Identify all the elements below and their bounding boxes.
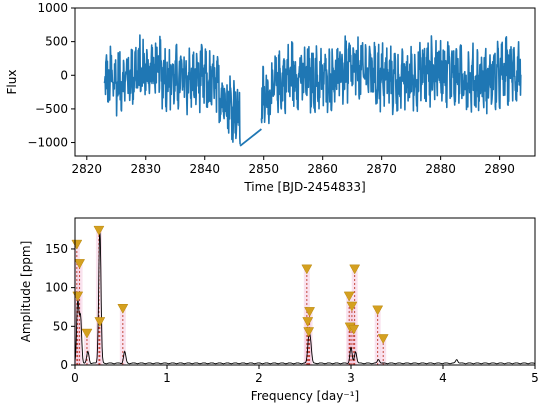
amplitude-x-ticks: 0 1 2 3 4 5 [71,365,539,385]
frequency-marker [301,264,313,275]
y-tick-label: −1000 [27,136,68,150]
x-tick-label: 2890 [484,162,515,176]
y-tick-label: 1000 [37,1,68,15]
flux-series-segment [260,35,522,125]
y-tick-label: 50 [53,319,68,333]
frequency-stems [76,231,384,365]
frequency-marker [346,301,358,312]
frequency-highlight-bands [73,231,387,365]
flux-x-axis-label: Time [BJD-2454833] [243,180,365,194]
highlight-band [351,269,358,365]
frequency-marker [71,239,83,250]
x-tick-label: 2860 [307,162,338,176]
flux-series-segment [239,128,262,147]
x-tick-label: 2880 [425,162,456,176]
y-tick-label: −500 [35,102,68,116]
frequency-marker [348,324,360,335]
frequency-marker [93,225,105,236]
x-tick-label: 1 [163,371,171,385]
x-tick-label: 5 [531,371,539,385]
y-tick-label: 500 [45,35,68,49]
y-tick-label: 100 [45,281,68,295]
frequency-markers [71,225,389,344]
amplitude-panel: 0 1 2 3 4 5 0 50 100 150 Frequency [day⁻¹] Ampli… [19,217,539,403]
highlight-band [374,310,381,365]
highlight-band [119,309,126,365]
flux-x-ticks: 2820 2830 2840 2850 2860 2870 2880 2890 [72,156,515,176]
frequency-marker [377,334,389,344]
x-tick-label: 2820 [72,162,103,176]
frequency-marker [302,317,314,327]
flux-lightcurve [103,34,522,147]
frequency-marker [349,264,361,275]
frequency-marker [94,317,106,327]
amplitude-axes-frame [74,217,536,366]
x-tick-label: 2870 [366,162,397,176]
frequency-marker [74,259,86,269]
x-tick-label: 0 [71,371,79,385]
amplitude-y-ticks: 0 50 100 150 [45,242,75,372]
x-tick-label: 2 [255,371,263,385]
x-tick-label: 2840 [189,162,220,176]
amplitude-y-axis-label: Amplitude [ppm] [19,241,33,343]
flux-series-segment [103,34,241,145]
x-tick-label: 4 [439,371,447,385]
y-tick-label: 0 [60,358,68,372]
x-tick-label: 3 [347,371,355,385]
flux-panel: 2820 2830 2840 2850 2860 2870 2880 2890 −1000 −5… [5,1,536,194]
flux-y-ticks: −1000 −500 0 500 1000 [27,1,75,150]
flux-axes-frame [74,7,536,157]
frequency-marker [81,328,93,339]
frequency-marker [117,304,129,314]
amplitude-series [74,227,536,365]
highlight-band [83,334,90,365]
amplitude-spectrum [74,227,536,365]
frequency-marker [372,305,384,316]
y-tick-label: 0 [60,68,68,82]
amplitude-x-axis-label: Frequency [day⁻¹] [251,389,359,403]
frequency-marker [304,307,316,317]
frequency-marker [343,291,355,302]
x-tick-label: 2830 [130,162,161,176]
flux-y-axis-label: Flux [5,70,19,95]
frequency-marker [303,327,315,338]
x-tick-label: 2850 [248,162,279,176]
y-tick-label: 150 [45,242,68,256]
